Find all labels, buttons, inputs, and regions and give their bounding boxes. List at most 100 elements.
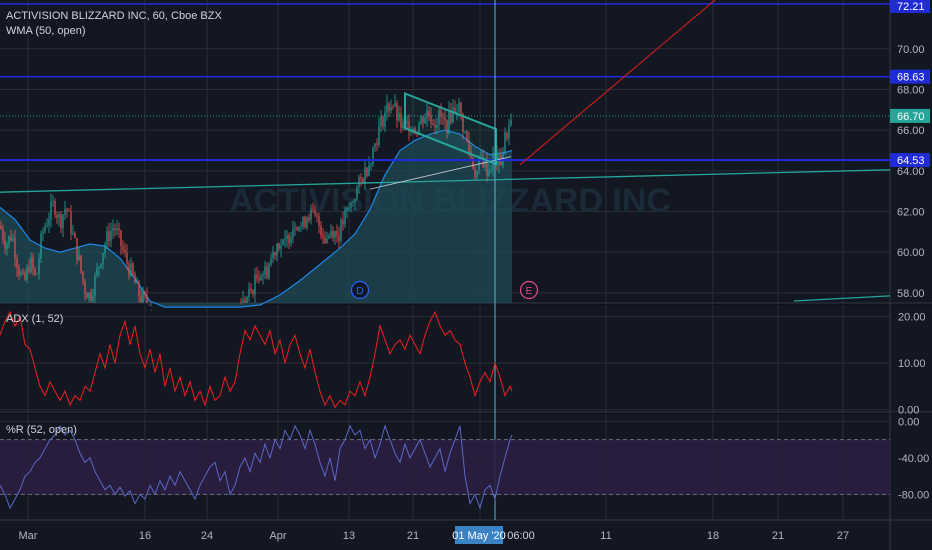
candle-body bbox=[42, 231, 44, 234]
candle-body bbox=[150, 309, 152, 311]
candle-body bbox=[30, 256, 32, 273]
candle-body bbox=[8, 236, 10, 244]
price-tick-label: 58.00 bbox=[897, 288, 925, 300]
candle-body bbox=[370, 164, 372, 166]
time-tick-label: 11 bbox=[600, 530, 611, 542]
candle-body bbox=[304, 216, 306, 228]
candle-body bbox=[376, 143, 378, 145]
candle-body bbox=[66, 208, 68, 211]
trendline[interactable] bbox=[793, 295, 891, 302]
candle-body bbox=[388, 103, 390, 111]
candle-body bbox=[264, 266, 266, 275]
candle-body bbox=[316, 214, 318, 217]
candle-body bbox=[242, 299, 244, 303]
candle-body bbox=[484, 158, 486, 168]
event-marker[interactable] bbox=[350, 280, 370, 300]
symbol-legend: ACTIVISION BLIZZARD INC, 60, Cboe BZX bbox=[6, 10, 222, 22]
candle-body bbox=[330, 230, 332, 236]
candle-body bbox=[398, 112, 400, 121]
candle-body bbox=[106, 231, 108, 246]
candle-body bbox=[256, 274, 258, 279]
candle-body bbox=[434, 124, 436, 128]
candle-body bbox=[382, 116, 384, 127]
trendline[interactable] bbox=[519, 0, 716, 166]
candle-body bbox=[352, 201, 354, 203]
candle-body bbox=[4, 239, 6, 249]
candle-body bbox=[366, 167, 368, 177]
candle-body bbox=[444, 117, 446, 121]
candle-body bbox=[384, 112, 386, 127]
candle-body bbox=[252, 290, 254, 295]
candle-body bbox=[262, 274, 264, 276]
candle-body bbox=[368, 165, 370, 177]
time-tick-label: 16 bbox=[139, 530, 151, 542]
candle-body bbox=[68, 210, 70, 212]
candle-body bbox=[402, 122, 404, 128]
candle-body bbox=[456, 112, 458, 113]
event-marker[interactable] bbox=[519, 280, 539, 300]
adx-line bbox=[0, 310, 513, 409]
channel-drawing[interactable] bbox=[404, 92, 497, 166]
candle-body bbox=[74, 233, 76, 238]
candle-body bbox=[278, 243, 280, 249]
candle-body bbox=[478, 158, 480, 171]
adx-legend: ADX (1, 52) bbox=[6, 313, 64, 325]
candle-body bbox=[452, 107, 454, 123]
candle-body bbox=[432, 123, 434, 125]
candle-body bbox=[14, 238, 16, 259]
candle-body bbox=[16, 258, 18, 268]
candle-body bbox=[86, 293, 88, 299]
candle-body bbox=[276, 243, 278, 256]
candle-body bbox=[440, 110, 442, 117]
candle-body bbox=[34, 268, 36, 275]
time-axis[interactable]: Mar 16 24 Apr 13 21 01 May '20 06:00 11 18 21 27 bbox=[19, 526, 850, 544]
candle-body bbox=[46, 225, 48, 227]
trendline[interactable] bbox=[0, 169, 891, 193]
candle-body bbox=[394, 103, 396, 107]
price-level-tag[interactable] bbox=[890, 69, 930, 84]
candle-body bbox=[50, 201, 52, 220]
candle-body bbox=[360, 176, 362, 179]
candle-body bbox=[324, 237, 326, 244]
candle-body bbox=[472, 157, 474, 169]
candle-body bbox=[54, 201, 56, 216]
candle-body bbox=[44, 226, 46, 232]
candle-body bbox=[364, 167, 366, 184]
candle-body bbox=[122, 246, 124, 251]
candle-body bbox=[486, 158, 488, 176]
candle-body bbox=[142, 292, 144, 302]
candle-body bbox=[286, 235, 288, 240]
candle-body bbox=[130, 263, 132, 276]
candle-body bbox=[306, 217, 308, 228]
candle-body bbox=[490, 169, 492, 171]
candle-body bbox=[424, 118, 426, 124]
candle-body bbox=[300, 226, 302, 228]
price-level-tag[interactable] bbox=[890, 108, 930, 123]
candle-body bbox=[400, 112, 402, 128]
candle-body bbox=[438, 110, 440, 125]
price-level-tag[interactable] bbox=[890, 153, 930, 168]
candle-body bbox=[460, 102, 462, 114]
candle-body bbox=[412, 128, 414, 131]
candle-body bbox=[406, 121, 408, 124]
willr-pane[interactable] bbox=[0, 424, 890, 510]
price-axis[interactable]: 58.00 60.00 62.00 64.00 66.00 68.00 70.00 72.21… bbox=[890, 0, 930, 501]
candle-body bbox=[0, 225, 2, 229]
candle-body bbox=[40, 233, 42, 259]
candle-body bbox=[408, 121, 410, 132]
candle-body bbox=[290, 237, 292, 244]
candle-body bbox=[78, 255, 80, 260]
candle-body bbox=[260, 275, 262, 281]
candle-body bbox=[348, 208, 350, 209]
adx-pane[interactable] bbox=[0, 310, 513, 409]
candle-body bbox=[502, 152, 504, 166]
candle-body bbox=[104, 245, 106, 253]
price-tick-label: 64.00 bbox=[897, 166, 925, 178]
candle-body bbox=[492, 153, 494, 170]
trendline[interactable] bbox=[369, 156, 512, 190]
candle-body bbox=[274, 251, 276, 256]
price-level-tag[interactable] bbox=[890, 0, 930, 13]
candle-body bbox=[140, 296, 142, 302]
